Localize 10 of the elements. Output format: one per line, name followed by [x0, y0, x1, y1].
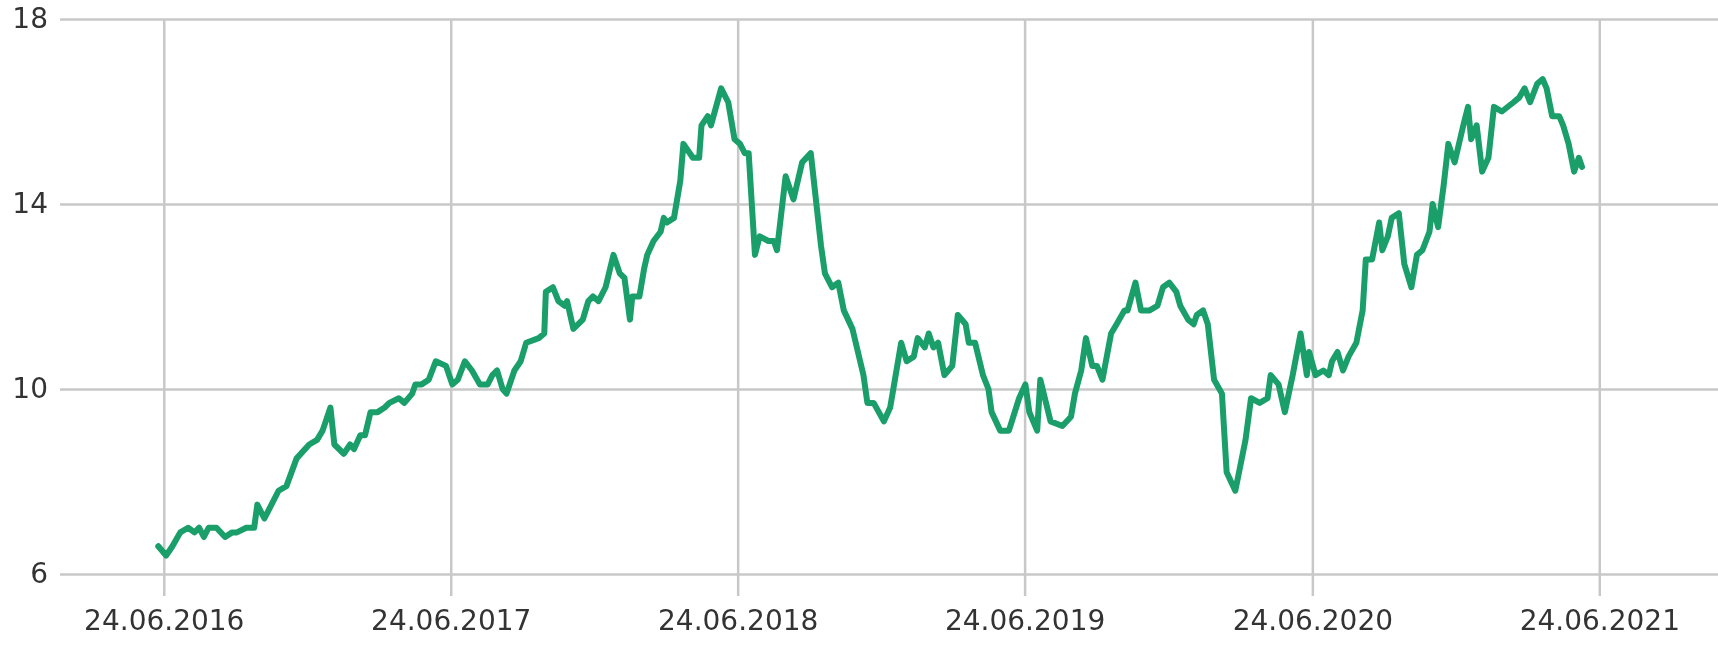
x-tick-label: 24.06.2016	[84, 603, 245, 637]
y-tick-label: 14	[12, 187, 48, 221]
y-tick-label: 18	[12, 2, 48, 36]
x-tick-label: 24.06.2018	[658, 603, 819, 637]
x-tick-label: 24.06.2019	[944, 603, 1106, 637]
x-tick-label: 24.06.2020	[1232, 603, 1394, 637]
x-tick-label: 24.06.2017	[371, 603, 532, 637]
x-tick-label: 24.06.2021	[1519, 603, 1680, 637]
y-tick-label: 10	[12, 372, 48, 406]
y-tick-label: 6	[30, 557, 48, 591]
